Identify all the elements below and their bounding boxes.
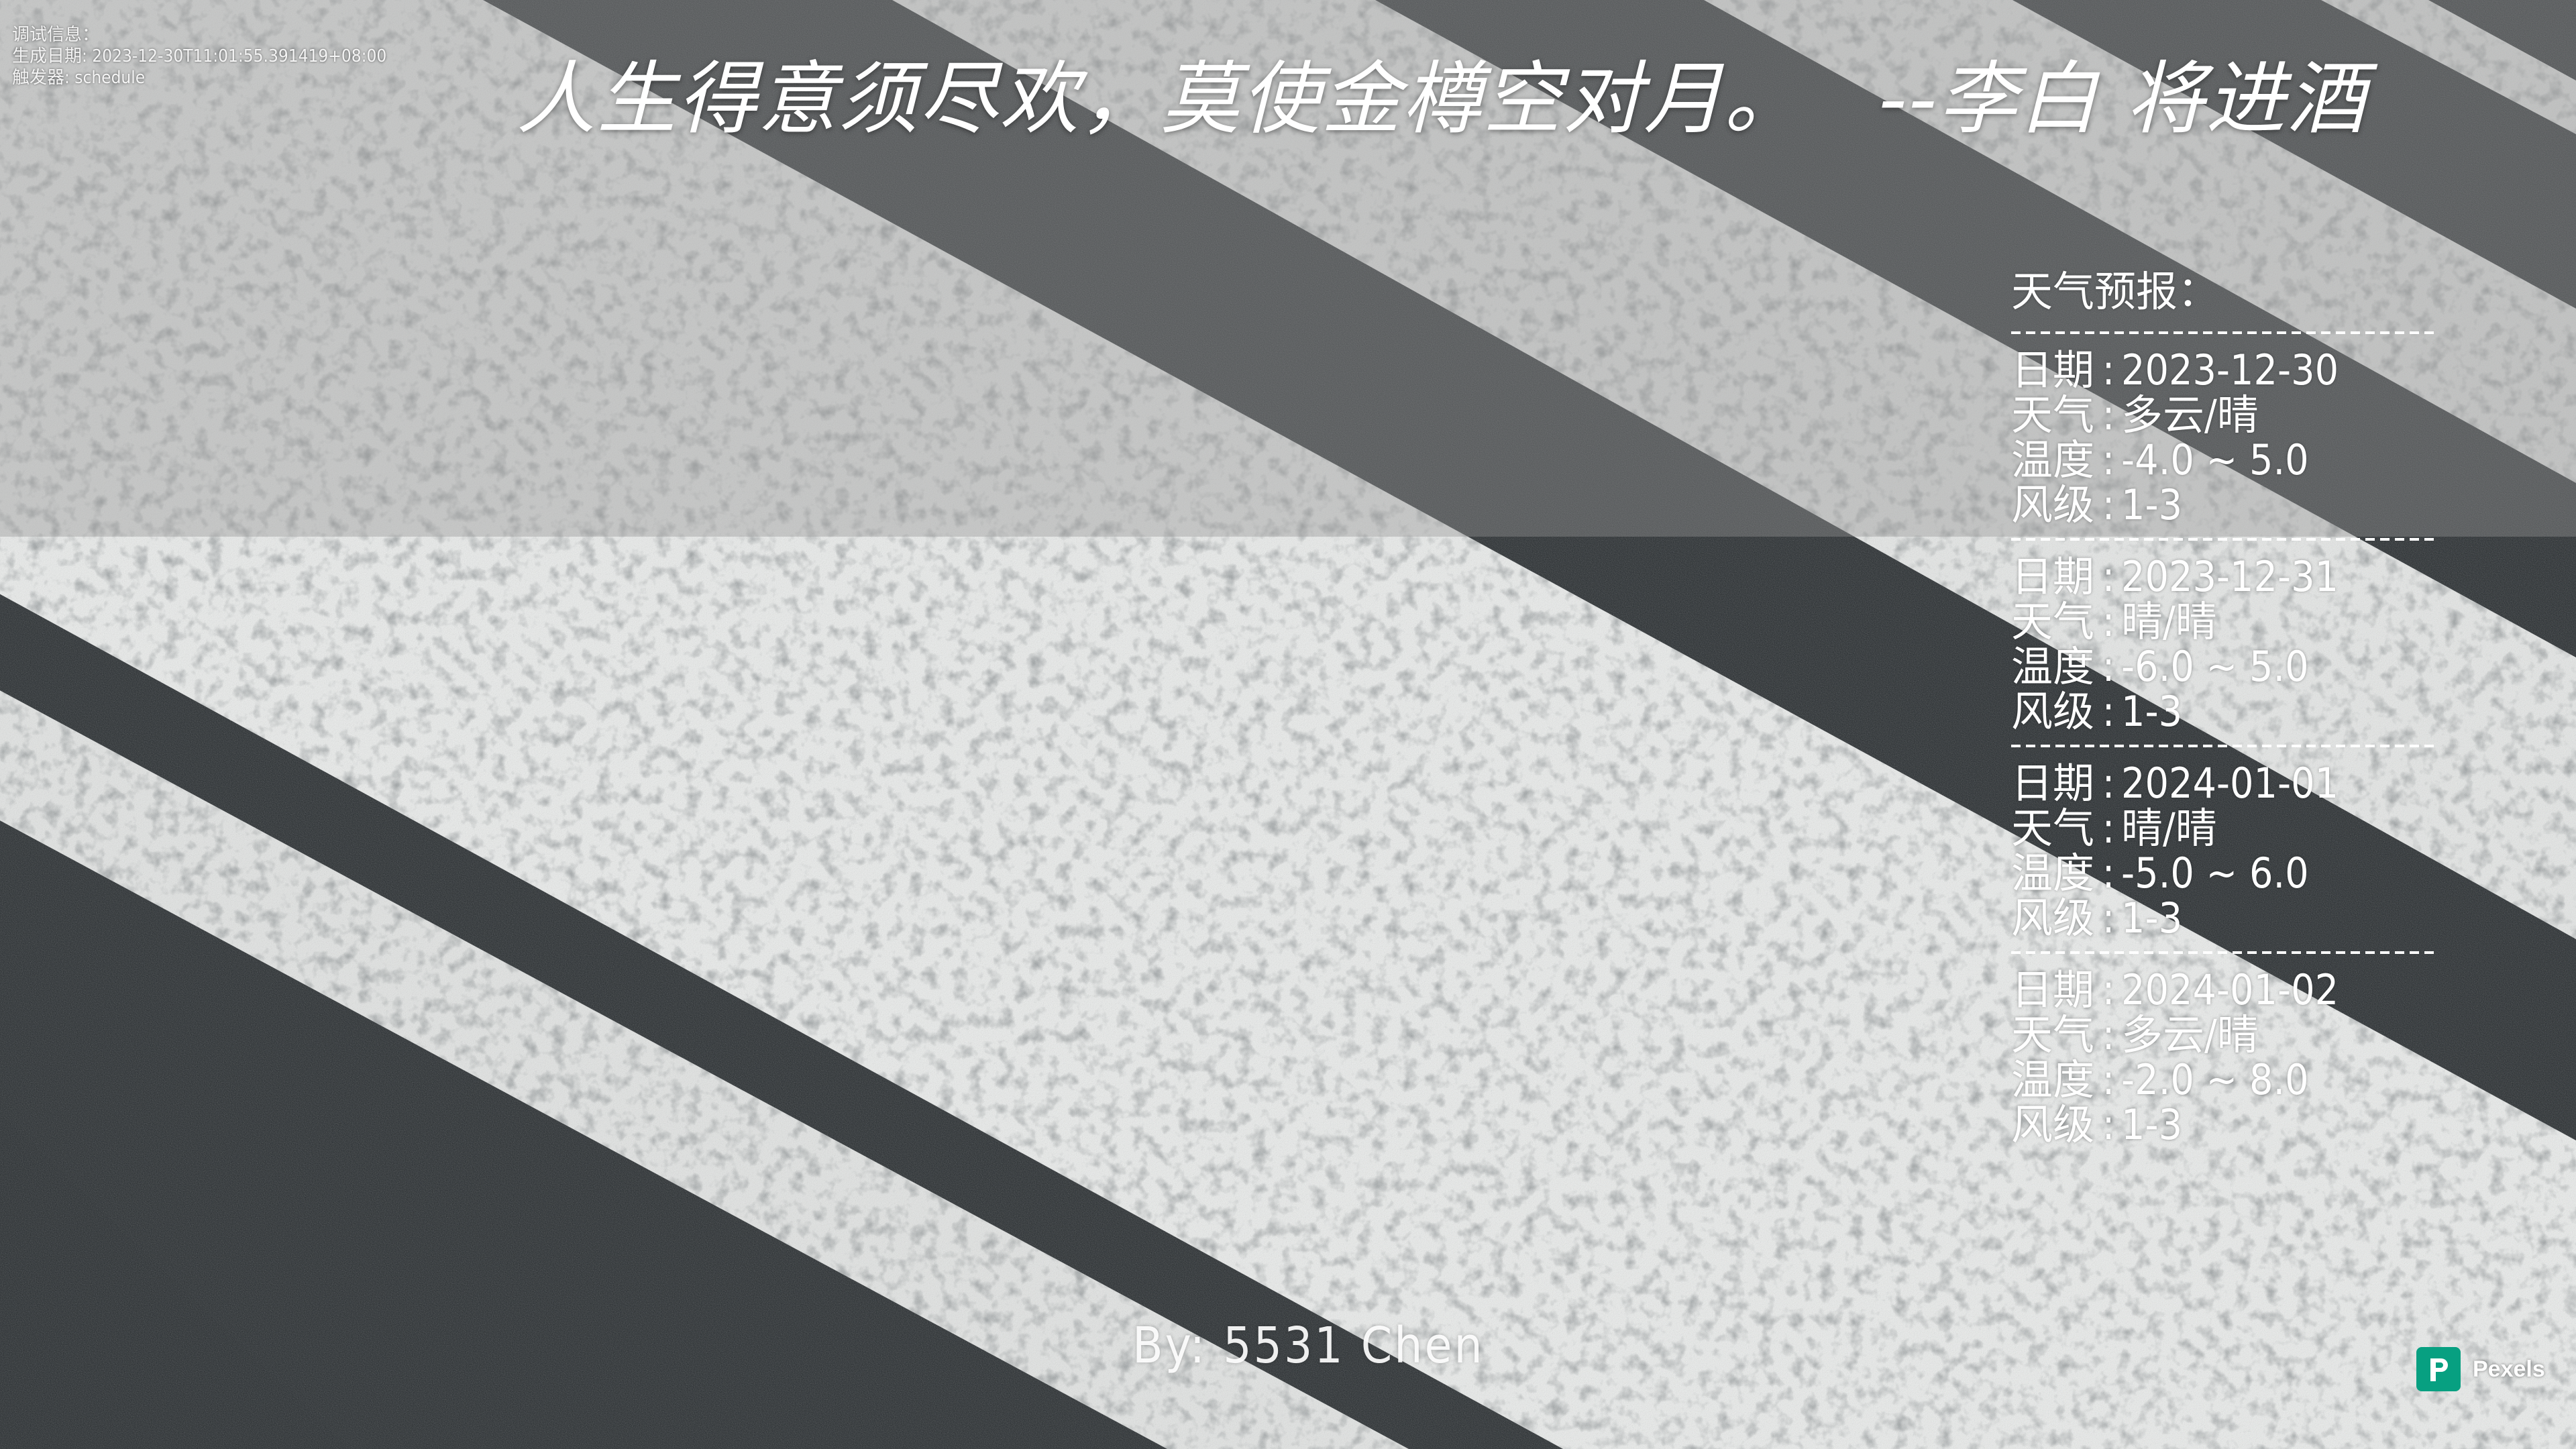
weather-label: 天气: [2011, 597, 2095, 646]
separator: :: [2102, 1055, 2115, 1104]
separator: :: [2102, 552, 2115, 601]
date-label: 日期: [2011, 552, 2095, 601]
separator: :: [2102, 894, 2115, 943]
pexels-watermark: Pexels: [2416, 1347, 2545, 1391]
forecast-date-row: 日期:2024-01-01: [2011, 761, 2440, 806]
weather-divider: [2011, 331, 2438, 334]
forecast-weather-row: 天气: 多云/晴: [2011, 392, 2440, 437]
quote-attribution: --李白 将进酒: [1878, 52, 2367, 145]
forecast-weather-row: 天气: 晴/晴: [2011, 806, 2440, 851]
debug-generated-date: 生成日期: 2023-12-30T11:01:55.391419+08:00: [12, 46, 387, 66]
forecast-date-row: 日期:2023-12-31: [2011, 554, 2440, 599]
forecast-day-1: 日期:2023-12-30 天气: 多云/晴 温度: -4.0 ~ 5.0 风级:1…: [2011, 347, 2440, 529]
separator: :: [2102, 804, 2115, 853]
weather-divider: [2011, 538, 2438, 541]
temperature-label: 温度: [2011, 435, 2095, 484]
forecast-weather-row: 天气: 晴/晴: [2011, 599, 2440, 644]
separator: :: [2102, 687, 2115, 736]
forecast-date-row: 日期:2024-01-02: [2011, 967, 2440, 1012]
forecast-temperature-row: 温度: -6.0 ~ 5.0: [2011, 644, 2440, 689]
weather-divider: [2011, 745, 2438, 747]
debug-trigger: 触发器: schedule: [12, 68, 146, 88]
temperature-value: -2.0 ~ 8.0: [2121, 1055, 2309, 1104]
date-label: 日期: [2011, 345, 2095, 394]
wind-label: 风级: [2011, 480, 2095, 529]
date-value: 2023-12-31: [2121, 552, 2339, 601]
forecast-temperature-row: 温度: -4.0 ~ 5.0: [2011, 437, 2440, 482]
wind-label: 风级: [2011, 1100, 2095, 1149]
forecast-day-2: 日期:2023-12-31 天气: 晴/晴 温度: -6.0 ~ 5.0 风级:1-…: [2011, 554, 2440, 735]
temperature-label: 温度: [2011, 1055, 2095, 1104]
date-value: 2023-12-30: [2121, 345, 2339, 394]
separator: :: [2102, 642, 2115, 691]
separator: :: [2102, 345, 2115, 394]
weather-value: 多云/晴: [2121, 390, 2259, 439]
wind-value: 1-3: [2121, 894, 2183, 943]
wind-label: 风级: [2011, 687, 2095, 736]
separator: :: [2102, 1100, 2115, 1149]
date-value: 2024-01-02: [2121, 965, 2339, 1014]
forecast-wind-row: 风级:1-3: [2011, 689, 2440, 734]
temperature-value: -4.0 ~ 5.0: [2121, 435, 2309, 484]
quote-text: 人生得意须尽欢，莫使金樽空对月。: [517, 52, 1805, 145]
pexels-brand-name: Pexels: [2473, 1356, 2545, 1382]
wind-value: 1-3: [2121, 480, 2183, 529]
weather-label: 天气: [2011, 804, 2095, 853]
temperature-value: -6.0 ~ 5.0: [2121, 642, 2309, 691]
weather-label: 天气: [2011, 1010, 2095, 1059]
author-signature: By: 5531 Chen: [1132, 1317, 1485, 1375]
weather-label: 天气: [2011, 390, 2095, 439]
weather-value: 晴/晴: [2121, 804, 2217, 853]
poem-quote: 人生得意须尽欢，莫使金樽空对月。 --李白 将进酒: [517, 42, 2366, 156]
wind-value: 1-3: [2121, 687, 2183, 736]
separator: :: [2102, 390, 2115, 439]
forecast-wind-row: 风级:1-3: [2011, 1102, 2440, 1147]
wind-label: 风级: [2011, 894, 2095, 943]
forecast-day-4: 日期:2024-01-02 天气: 多云/晴 温度: -2.0 ~ 8.0 风级:1…: [2011, 967, 2440, 1148]
forecast-wind-row: 风级:1-3: [2011, 896, 2440, 941]
date-value: 2024-01-01: [2121, 759, 2339, 808]
weather-divider: [2011, 951, 2438, 954]
separator: :: [2102, 849, 2115, 898]
pexels-logo-icon: [2416, 1347, 2461, 1391]
separator: :: [2102, 435, 2115, 484]
separator: :: [2102, 965, 2115, 1014]
separator: :: [2102, 1010, 2115, 1059]
forecast-wind-row: 风级:1-3: [2011, 482, 2440, 527]
debug-info: 调试信息： 生成日期: 2023-12-30T11:01:55.391419+0…: [12, 24, 386, 89]
date-label: 日期: [2011, 759, 2095, 808]
temperature-label: 温度: [2011, 642, 2095, 691]
forecast-temperature-row: 温度: -5.0 ~ 6.0: [2011, 851, 2440, 896]
separator: :: [2102, 759, 2115, 808]
weather-value: 多云/晴: [2121, 1010, 2259, 1059]
separator: :: [2102, 597, 2115, 646]
temperature-label: 温度: [2011, 849, 2095, 898]
forecast-day-3: 日期:2024-01-01 天气: 晴/晴 温度: -5.0 ~ 6.0 风级:1-…: [2011, 761, 2440, 942]
forecast-weather-row: 天气: 多云/晴: [2011, 1012, 2440, 1057]
weather-value: 晴/晴: [2121, 597, 2217, 646]
date-label: 日期: [2011, 965, 2095, 1014]
debug-title: 调试信息：: [12, 25, 100, 45]
weather-forecast-panel: 天气预报： 日期:2023-12-30 天气: 多云/晴 温度: -4.0 ~ 5.…: [2011, 262, 2440, 1148]
wind-value: 1-3: [2121, 1100, 2183, 1149]
separator: :: [2102, 480, 2115, 529]
forecast-date-row: 日期:2023-12-30: [2011, 347, 2440, 392]
top-translucent-band: [0, 0, 2576, 537]
forecast-temperature-row: 温度: -2.0 ~ 8.0: [2011, 1057, 2440, 1102]
temperature-value: -5.0 ~ 6.0: [2121, 849, 2309, 898]
weather-heading: 天气预报：: [2011, 267, 2220, 316]
